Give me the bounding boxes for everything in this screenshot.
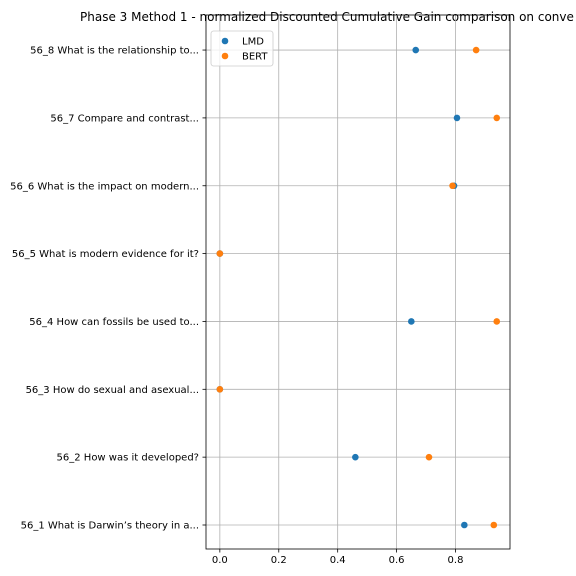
x-tick-label: 0.2 [271, 555, 287, 566]
point-bert [490, 521, 498, 529]
y-tick-label: 56_8 What is the relationship to... [30, 46, 199, 57]
point-bert [425, 453, 433, 461]
y-tick-label: 56_4 How can fossils be used to... [29, 317, 199, 328]
point-bert [449, 182, 456, 190]
point-lmd [461, 521, 468, 529]
y-tick-label: 56_5 What is modern evidence for it? [12, 249, 199, 260]
x-tick-label: 0.0 [212, 555, 228, 566]
legend-label-bert: BERT [242, 52, 268, 63]
y-tick-label: 56_6 What is the impact on modern... [10, 181, 199, 192]
point-bert [493, 318, 501, 325]
legend-label-lmd: LMD [242, 37, 264, 48]
point-lmd [412, 46, 420, 54]
point-bert [472, 46, 480, 54]
legend: LMD BERT [210, 30, 274, 67]
x-tick-label: 0.6 [389, 555, 405, 566]
x-axis: 0.0 0.2 0.4 0.6 0.8 [212, 549, 464, 566]
y-tick-label: 56_7 Compare and contrast... [50, 113, 199, 124]
legend-marker-bert [221, 52, 229, 60]
point-lmd [408, 318, 415, 325]
y-tick-label: 56_1 What is Darwin’s theory in a... [21, 521, 199, 532]
grid [206, 15, 510, 549]
y-tick-label: 56_3 How do sexual and asexual... [26, 385, 199, 396]
y-tick-label: 56_2 How was it developed? [57, 453, 199, 464]
legend-marker-lmd [221, 37, 229, 45]
point-bert [493, 114, 501, 122]
x-tick-label: 0.8 [448, 555, 464, 566]
point-lmd [352, 453, 359, 461]
chart-title: Phase 3 Method 1 - normalized Discounted… [80, 10, 574, 24]
x-tick-label: 0.4 [330, 555, 346, 566]
points [216, 46, 501, 529]
point-bert [216, 386, 224, 393]
point-bert [216, 250, 224, 257]
y-axis: 56_1 What is Darwin’s theory in a... 56_2… [10, 46, 206, 532]
point-lmd [453, 114, 461, 122]
plot-frame [205, 14, 511, 550]
